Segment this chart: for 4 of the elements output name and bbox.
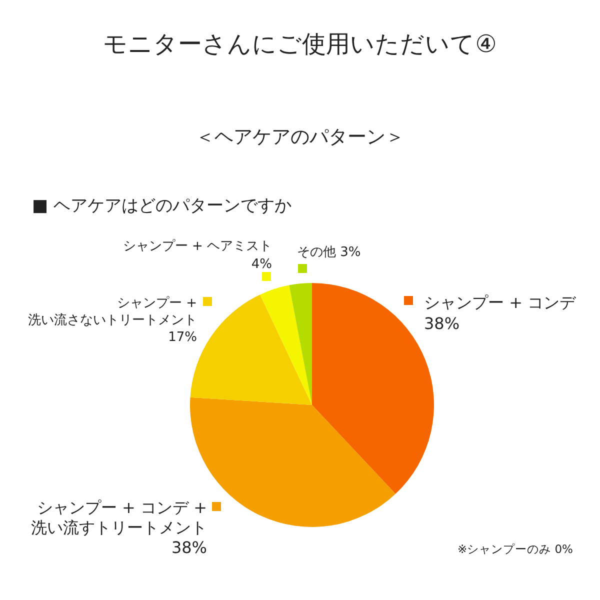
annotation: ※シャンプーのみ 0% <box>457 542 573 556</box>
annotation: ■ ヘアケアはどのパターンですか <box>32 196 292 216</box>
title: モニターさんにご使用いただいて④ <box>103 30 497 58</box>
subtitle: ＜ヘアケアのパターン＞ <box>196 126 404 148</box>
